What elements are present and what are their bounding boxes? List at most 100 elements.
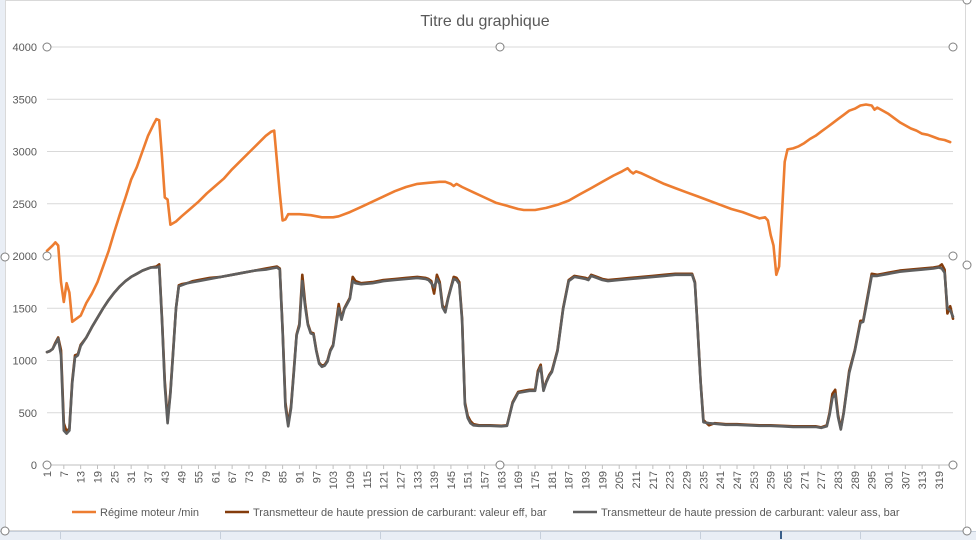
x-tick-label: 157 [480,471,492,489]
x-tick-label: 13 [76,471,88,483]
legend-entry-label[interactable]: Régime moteur /min [100,507,199,519]
x-tick-label: 163 [496,471,508,489]
x-tick-label: 193 [581,471,593,489]
plot-resize-handle[interactable] [948,251,958,261]
chart-resize-handle[interactable] [962,0,972,5]
spreadsheet-selection-marker [780,531,782,539]
chart-area[interactable] [5,0,966,531]
y-tick-label: 1000 [13,356,37,368]
x-tick-label: 313 [917,471,929,489]
x-tick-label: 67 [227,471,239,483]
x-tick-label: 25 [109,471,121,483]
x-tick-label: 319 [934,471,946,489]
series-line-2[interactable] [45,263,955,433]
x-tick-label: 265 [783,471,795,489]
x-tick-label: 187 [564,471,576,489]
x-tick-label: 97 [311,471,323,483]
y-tick-label: 4000 [13,42,37,54]
plot-resize-handle[interactable] [495,42,505,52]
x-tick-label: 1 [42,471,54,477]
x-tick-label: 31 [126,471,138,483]
spreadsheet-column-divider [60,531,61,539]
x-tick-label: 55 [193,471,205,483]
x-tick-label: 259 [766,471,778,489]
x-tick-label: 43 [160,471,172,483]
x-tick-label: 7 [59,471,71,477]
x-tick-label: 295 [867,471,879,489]
y-tick-label: 500 [19,408,37,420]
plot-resize-handle[interactable] [42,251,52,261]
chart-resize-handle[interactable] [0,252,10,262]
x-tick-label: 247 [732,471,744,489]
spreadsheet-column-divider [380,531,381,539]
x-tick-label: 115 [362,471,374,489]
legend[interactable]: Régime moteur /min Transmetteur de haute … [72,507,900,519]
spreadsheet-column-divider [700,531,701,539]
y-tick-label: 2500 [13,199,37,211]
y-tick-label: 0 [31,460,37,472]
x-tick-label: 79 [261,471,273,483]
x-tick-label: 151 [463,471,475,489]
y-tick-label: 2000 [13,251,37,263]
x-tick-label: 283 [833,471,845,489]
x-tick-label: 19 [92,471,104,483]
x-tick-label: 169 [513,471,525,489]
x-tick-label: 181 [547,471,559,489]
x-tick-label: 49 [177,471,189,483]
x-tick-label: 217 [648,471,660,489]
y-tick-label: 3000 [13,147,37,159]
x-tick-label: 211 [631,471,643,489]
x-tick-label: 235 [698,471,710,489]
x-tick-label: 85 [278,471,290,483]
y-tick-label: 3500 [13,94,37,106]
spreadsheet-column-divider [540,531,541,539]
x-tick-label: 73 [244,471,256,483]
chart-resize-handle[interactable] [962,260,972,270]
x-tick-label: 229 [682,471,694,489]
x-tick-label: 241 [715,471,727,489]
chart-title[interactable]: Titre du graphique [420,13,549,30]
x-tick-label: 205 [614,471,626,489]
plot-resize-handle[interactable] [948,460,958,470]
plot-area-selection-handles[interactable] [42,42,958,470]
x-tick-label: 91 [294,471,306,483]
plot-resize-handle[interactable] [948,42,958,52]
x-tick-label: 127 [395,471,407,489]
y-axis-tick-labels: 0 500 1000 1500 2000 2500 3000 3500 4000 [13,42,37,472]
chart-resize-handle[interactable] [0,526,10,536]
x-tick-label: 145 [446,471,458,489]
x-tick-label: 199 [597,471,609,489]
x-tick-label: 223 [665,471,677,489]
spreadsheet-column-divider [220,531,221,539]
chart-resize-handle[interactable] [962,526,972,536]
x-tick-label: 307 [900,471,912,489]
x-tick-label: 175 [530,471,542,489]
series-lines [45,103,955,435]
plot-resize-handle[interactable] [42,460,52,470]
x-tick-label: 103 [328,471,340,489]
plot-resize-handle[interactable] [495,460,505,470]
series-line-1[interactable] [45,103,952,324]
x-tick-label: 271 [799,471,811,489]
legend-entry-label[interactable]: Transmetteur de haute pression de carbur… [601,507,900,519]
x-tick-label: 109 [345,471,357,489]
y-tick-label: 1500 [13,303,37,315]
x-tick-label: 289 [850,471,862,489]
x-tick-label: 301 [883,471,895,489]
spreadsheet-column-divider [860,531,861,539]
spreadsheet-grid-strip [0,531,976,540]
x-axis-tick-labels: 1 7 13 19 25 31 37 43 49 55 61 67 73 79 85 91 97 103 109 11… [42,465,946,489]
x-tick-label: 277 [816,471,828,489]
x-tick-label: 121 [379,471,391,489]
gridlines [47,46,953,466]
x-tick-label: 139 [429,471,441,489]
series-line-3[interactable] [45,265,955,435]
x-tick-label: 133 [412,471,424,489]
legend-entry-label[interactable]: Transmetteur de haute pression de carbur… [253,507,547,519]
x-tick-label: 253 [749,471,761,489]
plot-resize-handle[interactable] [42,42,52,52]
x-tick-label: 37 [143,471,155,483]
x-tick-label: 61 [210,471,222,483]
